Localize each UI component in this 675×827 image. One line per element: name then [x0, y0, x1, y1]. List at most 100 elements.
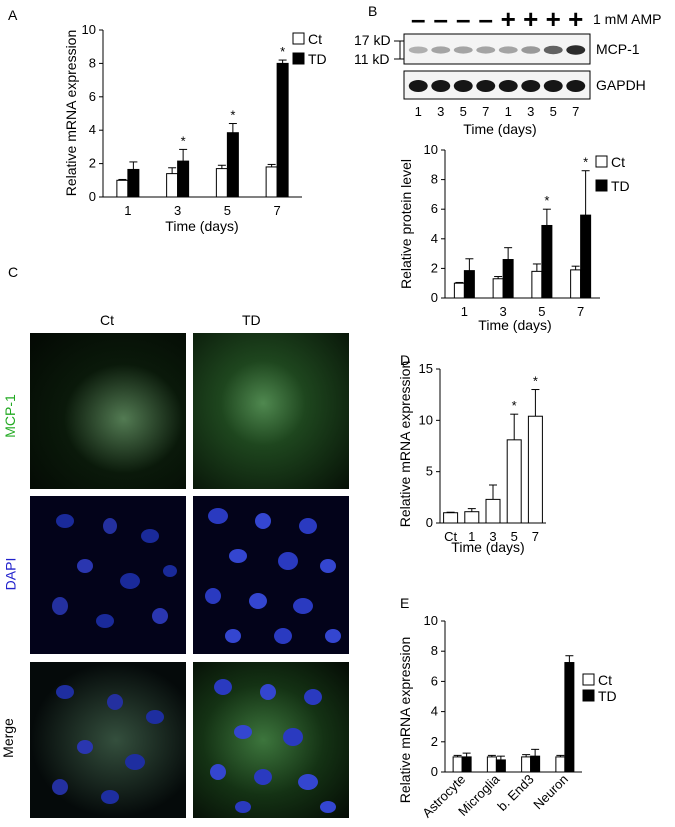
chart-b-bar [453, 282, 465, 299]
chart-e-bar [555, 756, 566, 773]
chart-e-x-tick-label: Neuron [530, 772, 571, 813]
chart-a-y-tick-label: 10 [82, 22, 96, 37]
chart-b: 0 2 4 6 8 10 1 3 * 5 * 7 Relative protein level Time … [398, 142, 630, 333]
chart-e-x-tick-label: b. End3 [494, 772, 536, 814]
chart-b-legend-label: TD [611, 178, 630, 194]
blot-lane-label: 5 [550, 104, 557, 119]
chart-e-y-tick-label: 10 [424, 613, 438, 628]
blot-band [476, 46, 496, 54]
chart-b-legend-label: Ct [611, 154, 625, 170]
chart-b-bar [531, 270, 543, 299]
micrograph-td-merge [193, 662, 349, 818]
chart-a: 0 2 4 6 8 10 1 * 3 * 5 * 7 Relative mRNA expression Ti… [63, 22, 327, 234]
panel-letter-b: B [368, 3, 377, 19]
chart-e-y-label: Relative mRNA expression [397, 637, 413, 804]
blot-marker-17kd: 17 kD [354, 32, 391, 48]
chart-a-y-tick-label: 8 [89, 55, 96, 70]
chart-a-y-tick-label: 4 [89, 122, 96, 137]
micrograph-row-label-merge: Merge [0, 718, 16, 758]
micrograph-col-label-td: TD [242, 312, 261, 328]
blot-lane-sign: – [456, 4, 470, 34]
micrograph-td-dapi [193, 496, 349, 654]
chart-d-bar [527, 415, 543, 524]
blot-band [543, 80, 563, 92]
chart-b-bar [463, 270, 475, 299]
panel-letter-e: E [400, 595, 409, 611]
chart-b-legend-swatch [595, 179, 608, 192]
chart-a-x-tick-label: 7 [274, 203, 281, 218]
chart-d-y-tick-label: 0 [426, 515, 433, 530]
chart-a-y-label: Relative mRNA expression [63, 30, 79, 197]
blot-lane-label: 1 [505, 104, 512, 119]
chart-a-bar [166, 173, 179, 198]
chart-a-legend-swatch [292, 52, 305, 65]
blot-lane-sign: + [523, 4, 538, 34]
blot-lane-sign: – [411, 4, 425, 34]
chart-a-significance-marker: * [181, 133, 186, 148]
chart-e-bar [486, 756, 497, 773]
chart-b-bar [541, 224, 553, 299]
chart-d-x-tick-label: 7 [532, 529, 539, 544]
chart-b-y-label: Relative protein level [398, 159, 414, 289]
chart-a-y-tick-label: 2 [89, 156, 96, 171]
blot-band [453, 80, 473, 92]
blot-x-label: Time (days) [463, 121, 536, 137]
chart-d-y-tick-label: 10 [419, 412, 433, 427]
chart-e-legend-swatch [582, 673, 595, 686]
panel-letter-a: A [8, 7, 18, 23]
blot-band [521, 80, 541, 92]
blot-band [453, 46, 473, 54]
chart-b-significance-marker: * [583, 155, 588, 170]
chart-d: 0 5 10 15 Ct 1 3 * 5 * 7 Relative mRNA expression Ti… [397, 361, 546, 555]
chart-e-bar [495, 759, 506, 773]
blot-band [521, 46, 541, 54]
micrograph-td-mcp1 [193, 333, 349, 489]
chart-d-x-label: Time (days) [451, 539, 524, 555]
blot-band [566, 45, 586, 55]
chart-b-y-tick-label: 6 [431, 201, 438, 216]
chart-d-y-label: Relative mRNA expression [397, 361, 413, 528]
chart-b-bar [580, 214, 592, 299]
chart-b-x-tick-label: 3 [500, 304, 507, 319]
chart-b-x-label: Time (days) [478, 317, 551, 333]
chart-b-significance-marker: * [544, 193, 549, 208]
blot-lane-sign: + [546, 4, 561, 34]
chart-d-x-tick-label: 5 [511, 529, 518, 544]
micrograph-ct-mcp1 [30, 333, 186, 489]
chart-d-x-tick-label: 3 [489, 529, 496, 544]
chart-b-bar [502, 259, 514, 299]
chart-b-y-tick-label: 10 [424, 142, 438, 157]
blot-lane-label: 5 [460, 104, 467, 119]
chart-a-bar [226, 132, 239, 198]
chart-a-bar [276, 62, 289, 198]
chart-e-y-tick-label: 4 [431, 704, 438, 719]
chart-a-y-tick-label: 0 [89, 189, 96, 204]
blot-band [431, 46, 451, 54]
blot-lane-label: 1 [415, 104, 422, 119]
micrograph-ct-dapi [30, 496, 186, 654]
chart-d-bar [464, 511, 480, 524]
chart-a-significance-marker: * [280, 44, 285, 59]
chart-e-bar [521, 756, 532, 773]
chart-e-legend-label: TD [598, 688, 617, 704]
chart-b-y-tick-label: 8 [431, 172, 438, 187]
blot-band [498, 46, 518, 54]
blot-lane-sign: – [479, 4, 493, 34]
micrograph-col-label-ct: Ct [100, 312, 114, 328]
chart-b-x-tick-label: 1 [461, 304, 468, 319]
chart-a-bar [265, 166, 278, 198]
chart-a-y-tick-label: 6 [89, 89, 96, 104]
blot-lane-sign: + [501, 4, 516, 34]
chart-a-bar [177, 160, 190, 198]
chart-b-x-tick-label: 7 [577, 304, 584, 319]
chart-b-x-tick-label: 5 [538, 304, 545, 319]
blot-lane-sign: + [568, 4, 583, 34]
blot-lane-label: 7 [482, 104, 489, 119]
chart-a-x-tick-label: 1 [124, 203, 131, 218]
chart-d-significance-marker: * [533, 374, 538, 389]
chart-a-legend-swatch [292, 32, 305, 45]
blot-band [431, 80, 451, 92]
